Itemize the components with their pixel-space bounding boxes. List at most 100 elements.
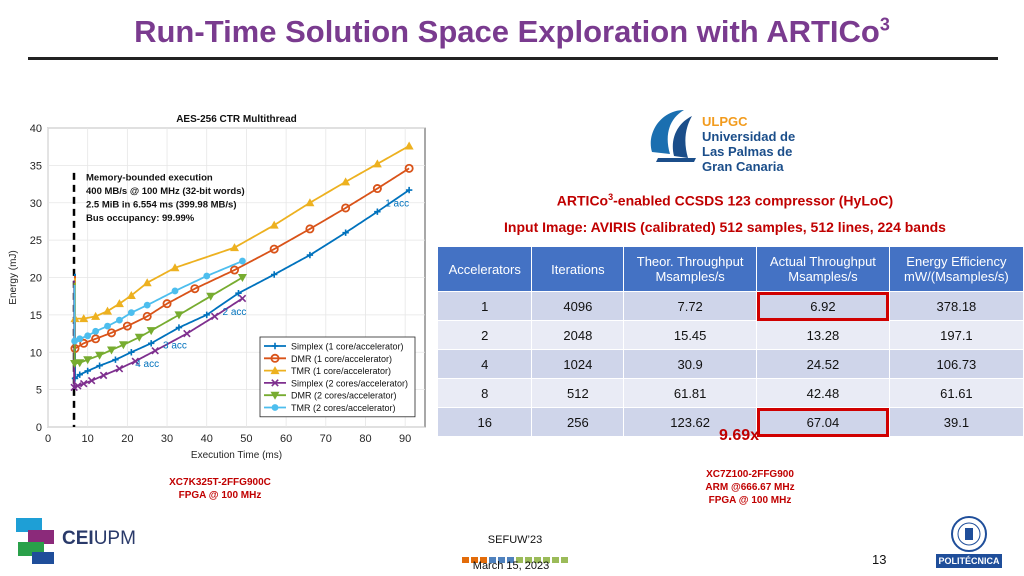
x-tick-label: 10 — [82, 433, 94, 445]
data-point — [374, 208, 381, 215]
data-point — [104, 322, 111, 330]
data-point — [92, 327, 100, 335]
data-point — [115, 364, 124, 373]
fpga-right-line-1: XC7Z100-2FFG900 — [706, 469, 794, 480]
y-tick-label: 30 — [30, 198, 42, 210]
y-tick-label: 0 — [36, 422, 42, 434]
header-accelerators: Accelerators — [436, 246, 533, 292]
data-point — [271, 271, 278, 278]
ulpgc-emblem-icon — [650, 110, 696, 162]
y-tick-label: 5 — [36, 385, 42, 397]
data-point — [305, 224, 315, 234]
data-point — [147, 340, 155, 347]
ulpgc-brand: ULPGC — [702, 114, 748, 129]
ulpgc-line-2: Las Palmas de — [702, 144, 793, 159]
data-point — [151, 346, 159, 355]
data-point — [238, 294, 247, 303]
data-point — [73, 382, 82, 390]
legend-entry: Simplex (2 cores/accelerator) — [291, 378, 408, 388]
data-point — [128, 349, 135, 356]
data-point — [183, 329, 191, 338]
data-point — [95, 351, 105, 360]
data-point — [79, 379, 88, 388]
legend-box — [259, 336, 416, 418]
header-energy-efficiency-l1: Energy Efficiency — [906, 254, 1007, 269]
slide-title-sup: 3 — [879, 14, 890, 35]
data-point — [83, 356, 93, 365]
data-point — [404, 141, 414, 150]
data-point — [106, 346, 116, 355]
data-point — [142, 278, 152, 287]
y-tick-label: 25 — [30, 235, 42, 247]
data-point — [372, 184, 382, 194]
cell-actual-throughput: 24.52 — [756, 349, 890, 379]
data-point — [146, 327, 156, 336]
fpga-left-line-2: FPGA @ 100 MHz — [178, 490, 262, 501]
header-iterations: Iterations — [531, 246, 625, 292]
cell-theor-throughput: 15.45 — [623, 320, 758, 350]
conference-date: March 15, 2023 — [472, 560, 550, 572]
color-square — [471, 557, 478, 563]
upm-crest-icon — [951, 516, 987, 552]
data-point — [96, 362, 103, 369]
legend-entry: DMR (1 core/accelerator) — [291, 354, 392, 364]
cell-actual-throughput-highlighted: 67.04 — [756, 407, 890, 437]
cell-theor-throughput: 123.62 — [623, 407, 758, 437]
legend-entry: TMR (2 cores/accelerator) — [291, 403, 396, 413]
data-point — [230, 265, 240, 275]
table-row: 8 512 61.81 42.48 61.61 — [436, 378, 1024, 408]
cell-accelerators: 2 — [436, 320, 533, 350]
cell-theor-throughput: 61.81 — [623, 378, 758, 408]
cell-accelerators: 16 — [436, 407, 533, 437]
data-point — [372, 159, 382, 168]
legend-entry: Simplex (1 core/accelerator) — [291, 342, 404, 352]
data-point — [341, 203, 351, 213]
cell-iterations: 256 — [531, 407, 625, 437]
data-point — [341, 177, 351, 186]
color-square — [507, 557, 514, 563]
data-point — [170, 263, 180, 272]
legend-marker — [270, 353, 280, 363]
annotation-line: 400 MB/s @ 100 MHz (32-bit words) — [86, 186, 245, 197]
cell-iterations: 512 — [531, 378, 625, 408]
legend-marker — [270, 366, 280, 375]
y-tick-label: 10 — [30, 347, 42, 359]
header-actual-throughput-l1: Actual Throughput — [769, 254, 876, 269]
color-square — [543, 557, 550, 563]
chart-title: AES-256 CTR Multithread — [176, 114, 297, 125]
header-energy-efficiency-l2: mW/(Msamples/s) — [904, 269, 1009, 284]
data-point — [162, 299, 172, 309]
data-point — [175, 324, 183, 331]
header-theor-throughput-l1: Theor. Throughput — [636, 254, 744, 269]
cell-theor-throughput: 30.9 — [623, 349, 758, 379]
cell-accelerators: 8 — [436, 378, 533, 408]
header-actual-throughput: Actual Throughput Msamples/s — [756, 246, 890, 292]
legend-entry: TMR (1 core/accelerator) — [291, 366, 391, 376]
header-theor-throughput-l2: Msamples/s — [655, 269, 725, 284]
slide-title-text: Run-Time Solution Space Exploration with… — [134, 14, 880, 49]
data-point — [134, 333, 144, 342]
data-point — [71, 337, 78, 345]
cell-accelerators: 4 — [436, 349, 533, 379]
ulpgc-logo: ULPGC Universidad de Las Palmas de Gran … — [644, 100, 844, 174]
data-point — [269, 244, 279, 254]
cell-theor-throughput: 7.72 — [623, 291, 758, 321]
data-point — [91, 334, 101, 344]
fpga-right-line-2: ARM @666.67 MHz — [705, 482, 795, 493]
data-point — [210, 312, 219, 321]
header-iterations-text: Iterations — [551, 261, 605, 277]
fpga-left-line-1: XC7K325T-2FFG900C — [169, 477, 271, 488]
color-square — [489, 557, 496, 563]
cell-actual-throughput-highlighted: 6.92 — [756, 291, 890, 321]
y-tick-label: 20 — [30, 273, 42, 285]
ulpgc-line-1: Universidad de — [702, 129, 796, 144]
ceiupm-text-rest: UPM — [93, 528, 136, 549]
data-point — [76, 335, 84, 343]
color-square — [516, 557, 523, 563]
data-point — [127, 309, 135, 317]
color-square — [552, 557, 559, 563]
data-point — [174, 311, 184, 320]
x-tick-label: 60 — [280, 433, 292, 445]
data-point — [106, 328, 116, 338]
ulpgc-line-3: Gran Canaria — [702, 159, 784, 174]
